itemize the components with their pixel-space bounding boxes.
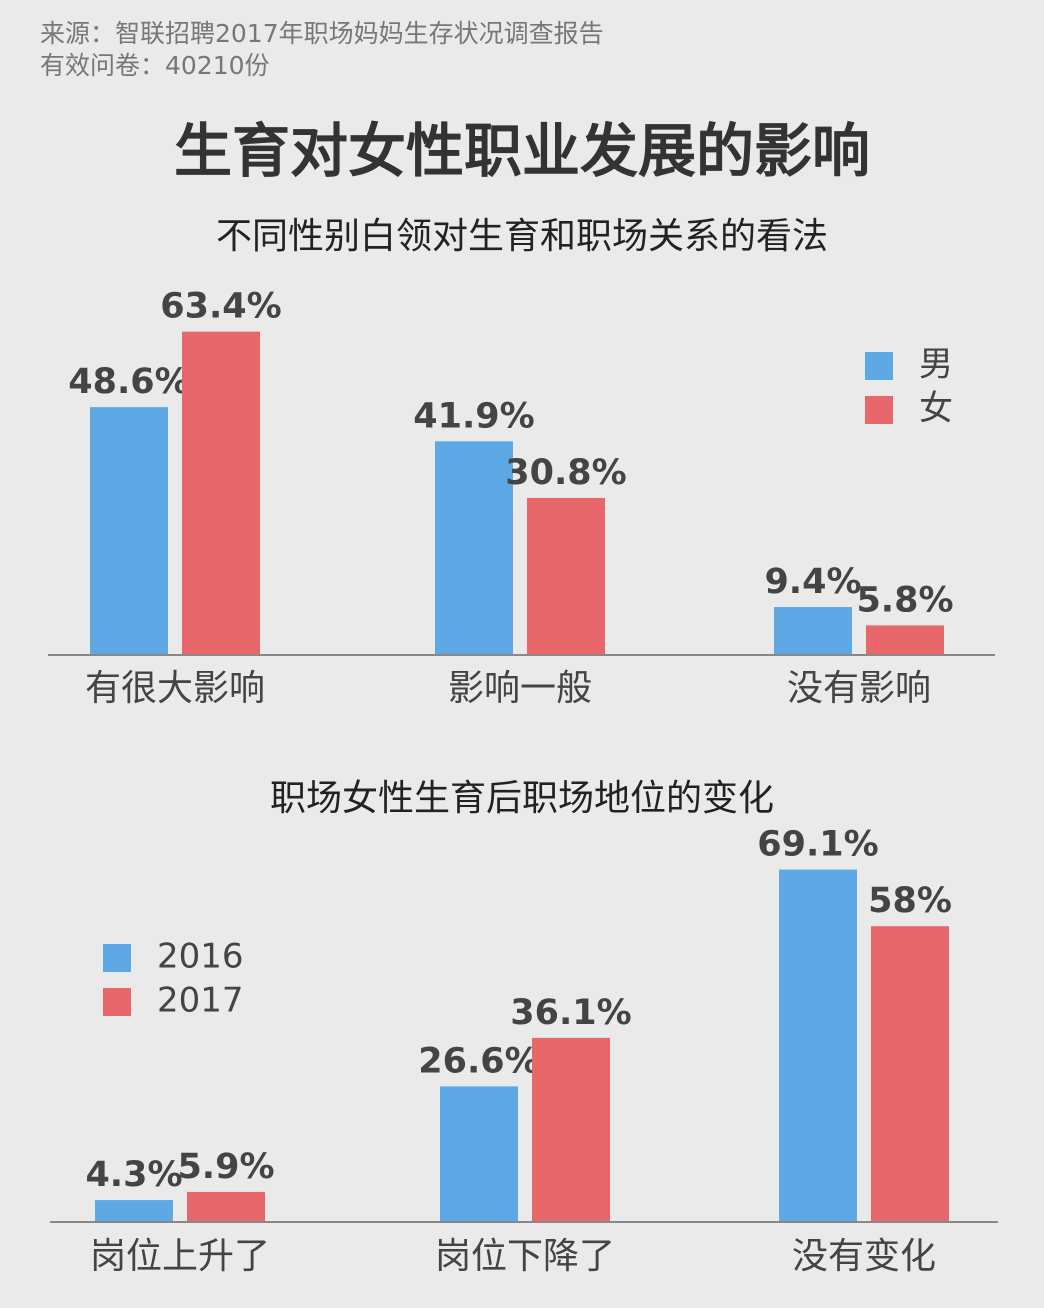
bar <box>527 497 605 655</box>
legend-label: 男 <box>919 345 953 385</box>
value-label: 41.9% <box>413 396 534 436</box>
bar <box>779 869 857 1222</box>
value-label: 9.4% <box>764 562 861 602</box>
bar <box>532 1037 610 1222</box>
bar <box>95 1200 173 1222</box>
chart-subtitle: 不同性别白领对生育和职场关系的看法 <box>216 216 828 257</box>
value-label: 48.6% <box>68 362 189 402</box>
x-tick-label: 有很大影响 <box>85 668 265 709</box>
value-label: 26.6% <box>418 1041 539 1081</box>
bar <box>90 407 168 655</box>
legend-swatch <box>103 988 131 1016</box>
legend-label: 2016 <box>157 937 244 977</box>
bar <box>435 441 513 655</box>
bar <box>440 1086 518 1222</box>
bar <box>187 1191 265 1222</box>
legend-swatch <box>865 396 893 424</box>
main-title: 生育对女性职业发展的影响 <box>174 117 870 185</box>
chart-subtitle: 职场女性生育后职场地位的变化 <box>270 778 774 819</box>
value-label: 5.8% <box>856 580 953 620</box>
value-label: 5.9% <box>177 1147 274 1187</box>
x-tick-label: 没有变化 <box>792 1236 936 1277</box>
x-tick-label: 没有影响 <box>787 668 931 709</box>
value-label: 58% <box>868 881 952 921</box>
value-label: 30.8% <box>505 453 626 493</box>
x-tick-label: 影响一般 <box>448 668 592 709</box>
bar <box>871 926 949 1222</box>
value-label: 36.1% <box>510 993 631 1033</box>
legend-swatch <box>865 352 893 380</box>
x-tick-label: 岗位上升了 <box>90 1236 270 1277</box>
value-label: 4.3% <box>85 1155 182 1195</box>
value-label: 63.4% <box>160 287 281 327</box>
x-tick-label: 岗位下降了 <box>435 1236 615 1277</box>
value-label: 69.1% <box>757 825 878 865</box>
legend-label: 2017 <box>157 981 244 1021</box>
source: 来源：智联招聘2017年职场妈妈生存状况调查报告 <box>40 19 604 48</box>
sample-size: 有效问卷：40210份 <box>40 51 270 80</box>
bar <box>866 625 944 655</box>
bar <box>182 331 260 655</box>
legend-swatch <box>103 944 131 972</box>
legend-label: 女 <box>919 389 953 429</box>
bar <box>774 607 852 655</box>
